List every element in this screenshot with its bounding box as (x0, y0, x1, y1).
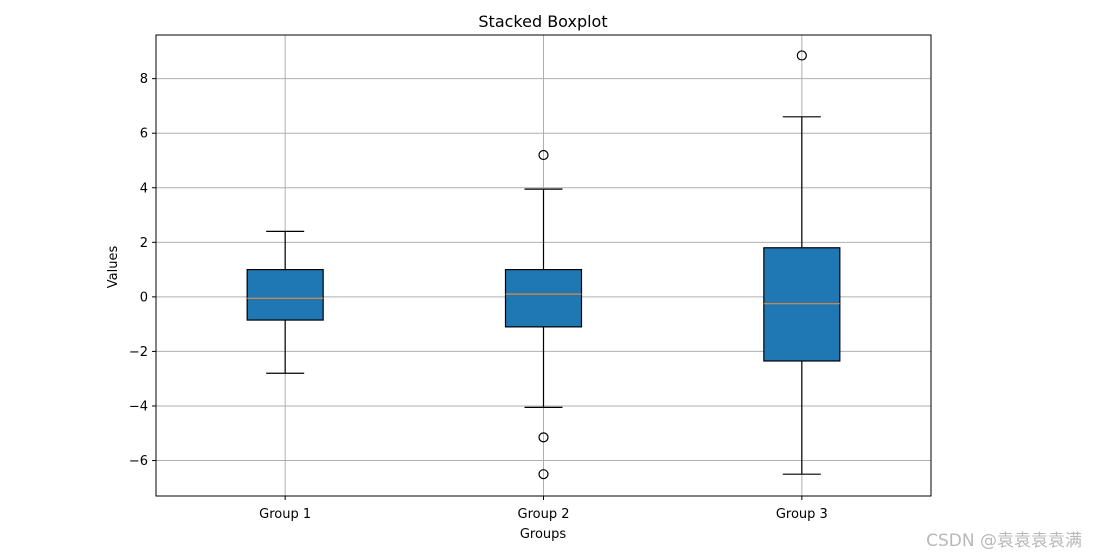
y-tick-label: 8 (140, 72, 148, 87)
box-iqr (246, 268, 324, 321)
x-axis: Group 1 Group 2 Group 3 (259, 496, 828, 522)
outlier-point (538, 149, 549, 161)
y-tick-label: 4 (140, 181, 148, 196)
outlier-point (796, 50, 807, 61)
watermark-text: CSDN @袁袁袁袁满 (926, 531, 1082, 551)
y-axis-label: Values (106, 246, 121, 289)
x-tick-label: Group 2 (518, 507, 570, 522)
box-group (763, 50, 841, 475)
y-tick-label: 2 (140, 236, 148, 251)
box-group (504, 149, 583, 480)
y-tick-label: −2 (129, 345, 148, 360)
chart-title: Stacked Boxplot (478, 12, 607, 31)
x-axis-label: Groups (520, 527, 567, 542)
x-tick-label: Group 1 (259, 507, 311, 522)
y-axis: −6 −4 −2 0 2 4 6 8 (129, 72, 156, 469)
box-iqr (504, 268, 583, 328)
outlier-point (538, 469, 549, 480)
box-iqr (763, 247, 841, 362)
y-tick-label: −6 (129, 454, 148, 469)
outlier-point (538, 432, 549, 443)
x-tick-label: Group 3 (776, 507, 828, 522)
y-tick-label: −4 (129, 399, 148, 414)
box-series (246, 50, 841, 480)
y-tick-label: 6 (140, 127, 148, 142)
y-tick-label: 0 (140, 290, 148, 305)
box-group (246, 230, 324, 374)
